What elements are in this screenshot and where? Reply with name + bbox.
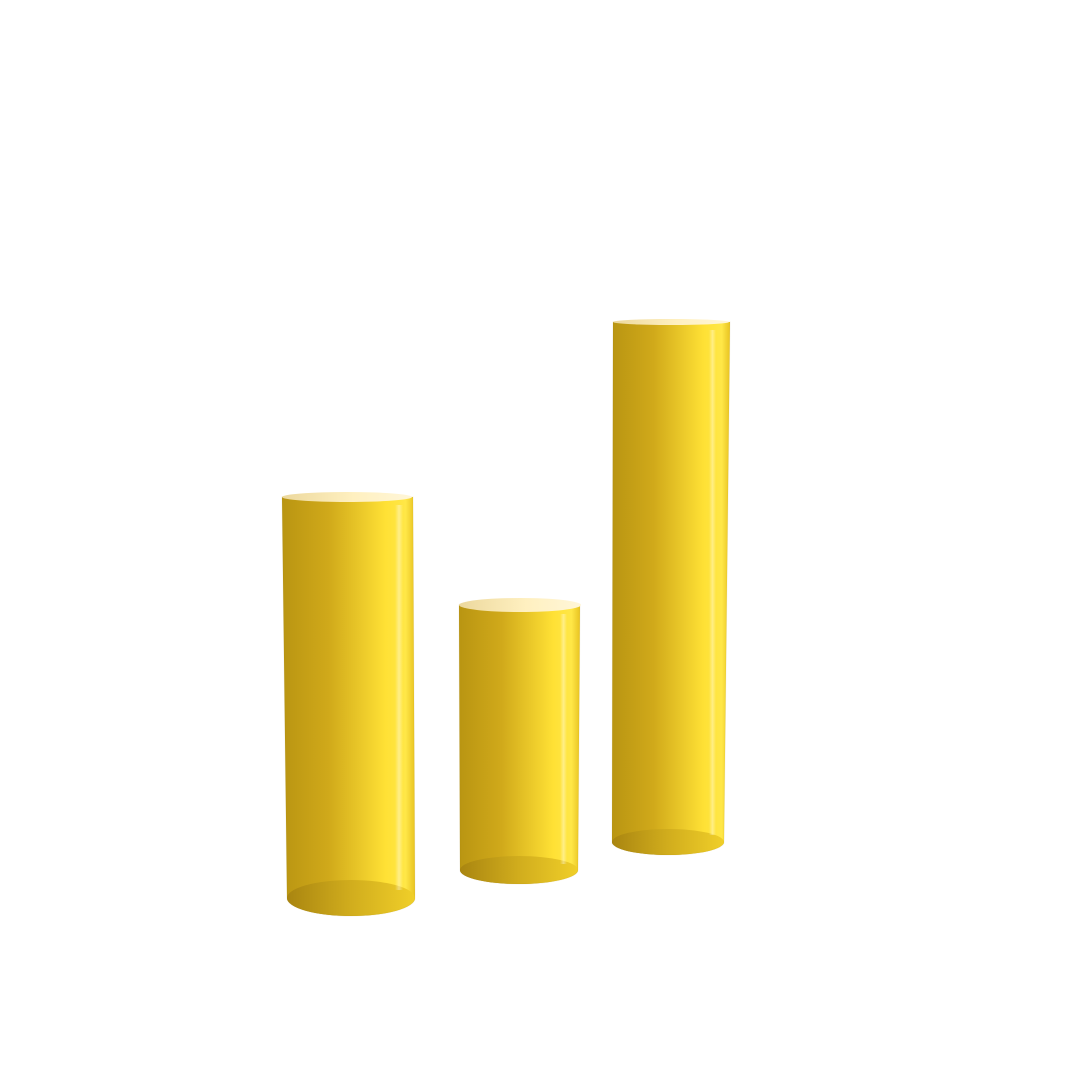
right-cylinder [611,319,731,856]
middle-cylinder [458,598,581,885]
middle-cylinder-bottom [460,856,578,884]
left-cylinder-bottom [287,880,415,916]
right-cylinder-top [613,319,729,325]
left-cylinder-top [282,492,412,502]
middle-cylinder-top [459,598,581,612]
right-cylinder-bottom [612,829,724,855]
left-cylinder [281,492,416,917]
